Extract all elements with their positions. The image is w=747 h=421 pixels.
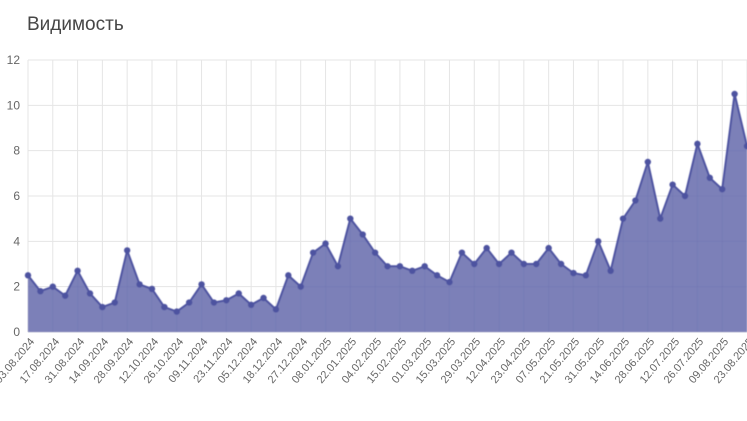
svg-text:0: 0 [13,325,20,339]
svg-text:8: 8 [13,144,20,158]
svg-text:4: 4 [13,234,20,248]
svg-text:6: 6 [13,189,20,203]
svg-text:10: 10 [7,98,21,112]
svg-text:2: 2 [13,280,20,294]
svg-text:12: 12 [7,53,21,67]
